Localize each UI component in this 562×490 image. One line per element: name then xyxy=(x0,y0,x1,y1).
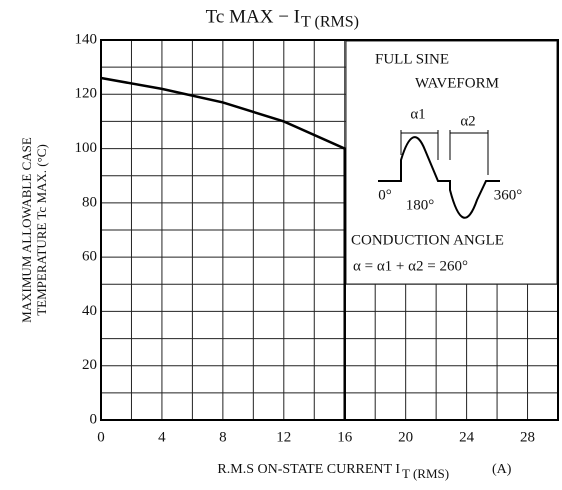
y-tick-label: 120 xyxy=(75,86,98,102)
annotation: 180° xyxy=(406,197,435,213)
y-label-line: TEMPERATURE Tc MAX. (°C) xyxy=(34,144,49,316)
plot-frame xyxy=(100,39,559,421)
annotation: CONDUCTION ANGLE xyxy=(351,232,504,248)
x-tick-label: 0 xyxy=(97,429,105,445)
y-tick-label: 20 xyxy=(82,357,97,373)
annotation: FULL SINE xyxy=(375,51,449,67)
waveform xyxy=(378,136,500,219)
x-tick-label: 20 xyxy=(398,429,413,445)
annotation: 0° xyxy=(378,187,392,203)
x-tick-label: 8 xyxy=(219,429,227,445)
y-tick-label: 80 xyxy=(82,194,97,210)
chart-title: Tc MAX − I xyxy=(206,6,300,27)
x-label-unit: (A) xyxy=(492,462,512,477)
x-tick-label: 12 xyxy=(276,429,291,445)
inset-box xyxy=(345,40,558,285)
y-tick-label: 0 xyxy=(90,411,98,427)
x-label: R.M.S ON-STATE CURRENT I xyxy=(217,462,400,477)
x-tick-label: 28 xyxy=(520,429,535,445)
y-tick-label: 100 xyxy=(75,140,98,156)
annotation: WAVEFORM xyxy=(415,75,499,91)
annotation: 360° xyxy=(494,187,523,203)
annotation: α1 xyxy=(410,106,425,122)
annotation: α = α1 + α2 = 260° xyxy=(353,258,468,274)
y-label: MAXIMUM ALLOWABLE CASE TEMPERATURE Tc MA… xyxy=(19,137,49,323)
x-tick-label: 24 xyxy=(459,429,475,445)
x-tick-label: 16 xyxy=(337,429,353,445)
y-tick-label: 60 xyxy=(82,249,97,265)
angle-markers xyxy=(400,130,489,175)
y-label-line: MAXIMUM ALLOWABLE CASE xyxy=(19,137,34,323)
x-tick-label: 4 xyxy=(158,429,166,445)
chart-title-subscript: T (RMS) xyxy=(301,14,359,31)
data-line xyxy=(100,76,346,420)
x-label-subscript: T (RMS) xyxy=(402,466,449,481)
inset: FULL SINE WAVEFORM α1 α2 0° 180° 360° CONDUCTIO… xyxy=(351,51,522,274)
y-tick-label: 140 xyxy=(75,31,98,47)
annotation: α2 xyxy=(460,113,475,129)
y-tick-label: 40 xyxy=(82,303,97,319)
